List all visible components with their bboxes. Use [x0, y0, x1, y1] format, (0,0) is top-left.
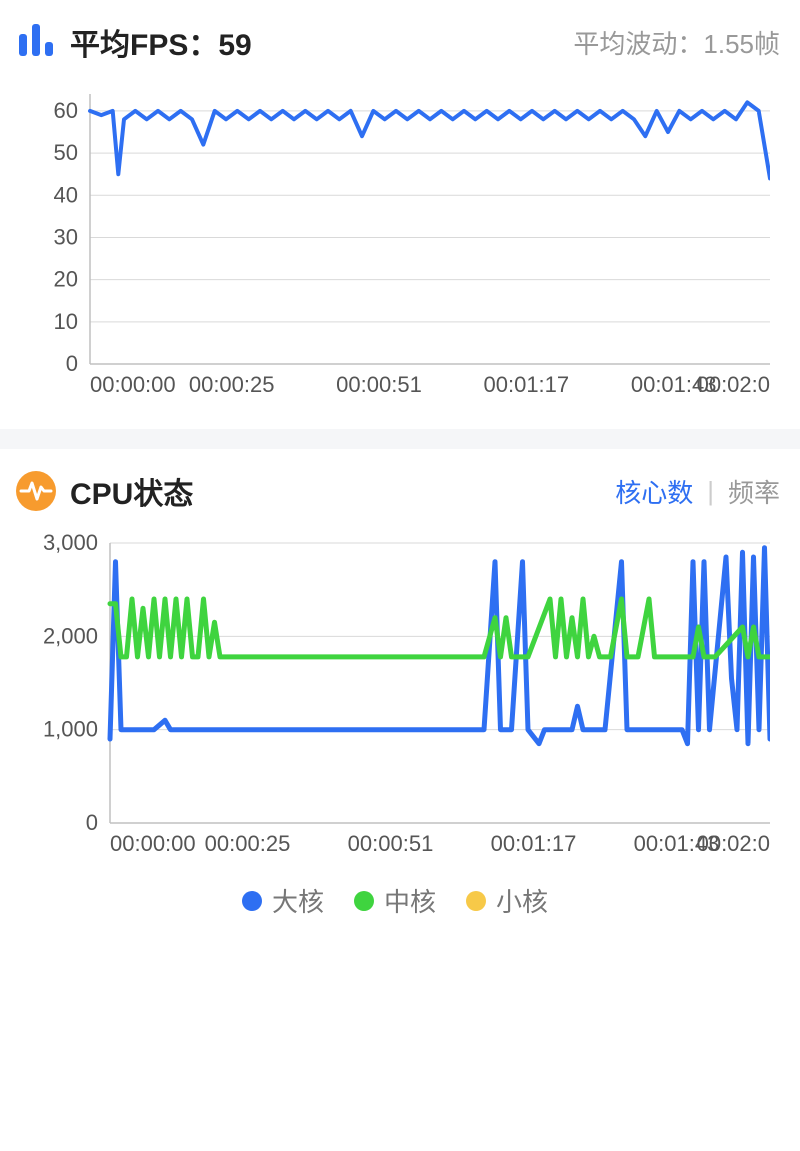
svg-text:00:02:0: 00:02:0 [697, 372, 770, 397]
fps-subtitle: 平均波动：1.55帧 [573, 24, 780, 61]
svg-text:0: 0 [66, 351, 78, 376]
svg-text:00:00:25: 00:00:25 [189, 372, 275, 397]
svg-text:00:00:51: 00:00:51 [348, 831, 434, 856]
svg-text:30: 30 [54, 224, 78, 249]
svg-text:00:00:00: 00:00:00 [90, 372, 176, 397]
svg-text:00:00:51: 00:00:51 [336, 372, 422, 397]
svg-text:0: 0 [86, 810, 98, 835]
svg-text:20: 20 [54, 267, 78, 292]
tab-separator: | [707, 476, 714, 507]
svg-text:00:01:17: 00:01:17 [491, 831, 577, 856]
legend-item[interactable]: 中核 [354, 882, 436, 919]
svg-text:00:01:17: 00:01:17 [484, 372, 570, 397]
svg-text:60: 60 [54, 98, 78, 123]
legend-label: 大核 [272, 882, 324, 919]
fps-header-left: 平均FPS：59 [16, 20, 252, 64]
legend-item[interactable]: 大核 [242, 882, 324, 919]
svg-text:10: 10 [54, 309, 78, 334]
tab-freq[interactable]: 频率 [728, 473, 780, 510]
cpu-header-left: CPU状态 [16, 469, 193, 513]
legend-label: 小核 [496, 882, 548, 919]
svg-text:40: 40 [54, 182, 78, 207]
svg-text:2,000: 2,000 [43, 623, 98, 648]
svg-text:00:02:0: 00:02:0 [697, 831, 770, 856]
cpu-chart[interactable]: 0 1,000 2,000 3,000 00:00:00 00:00:25 00:00:51… [10, 533, 780, 868]
svg-text:00:00:00: 00:00:00 [110, 831, 196, 856]
tab-cores[interactable]: 核心数 [615, 473, 693, 510]
legend-dot-icon [466, 891, 486, 911]
cpu-tabs: 核心数 | 频率 [615, 473, 780, 510]
svg-text:50: 50 [54, 140, 78, 165]
svg-text:1,000: 1,000 [43, 717, 98, 742]
cpu-panel: CPU状态 核心数 | 频率 01,0002,0003,00000:00:000… [0, 449, 800, 939]
legend-dot-icon [242, 891, 262, 911]
fps-chart[interactable]: 0 10 20 30 40 50 60 00:00:00 00:00:25 00:00:51 00:… [10, 84, 780, 409]
legend-dot-icon [354, 891, 374, 911]
bars-icon [16, 22, 56, 62]
svg-text:3,000: 3,000 [43, 533, 98, 555]
cpu-header: CPU状态 核心数 | 频率 [10, 469, 780, 513]
panel-divider [0, 429, 800, 449]
legend-item[interactable]: 小核 [466, 882, 548, 919]
cpu-legend: 大核 中核 小核 [10, 882, 780, 919]
cpu-title: CPU状态 [70, 469, 193, 513]
pulse-icon [16, 471, 56, 511]
svg-text:00:00:25: 00:00:25 [205, 831, 291, 856]
fps-title: 平均FPS：59 [70, 20, 252, 64]
legend-label: 中核 [384, 882, 436, 919]
fps-panel: 平均FPS：59 平均波动：1.55帧 0 10 20 30 40 50 60 00:00:0… [0, 0, 800, 429]
fps-header: 平均FPS：59 平均波动：1.55帧 [10, 20, 780, 64]
